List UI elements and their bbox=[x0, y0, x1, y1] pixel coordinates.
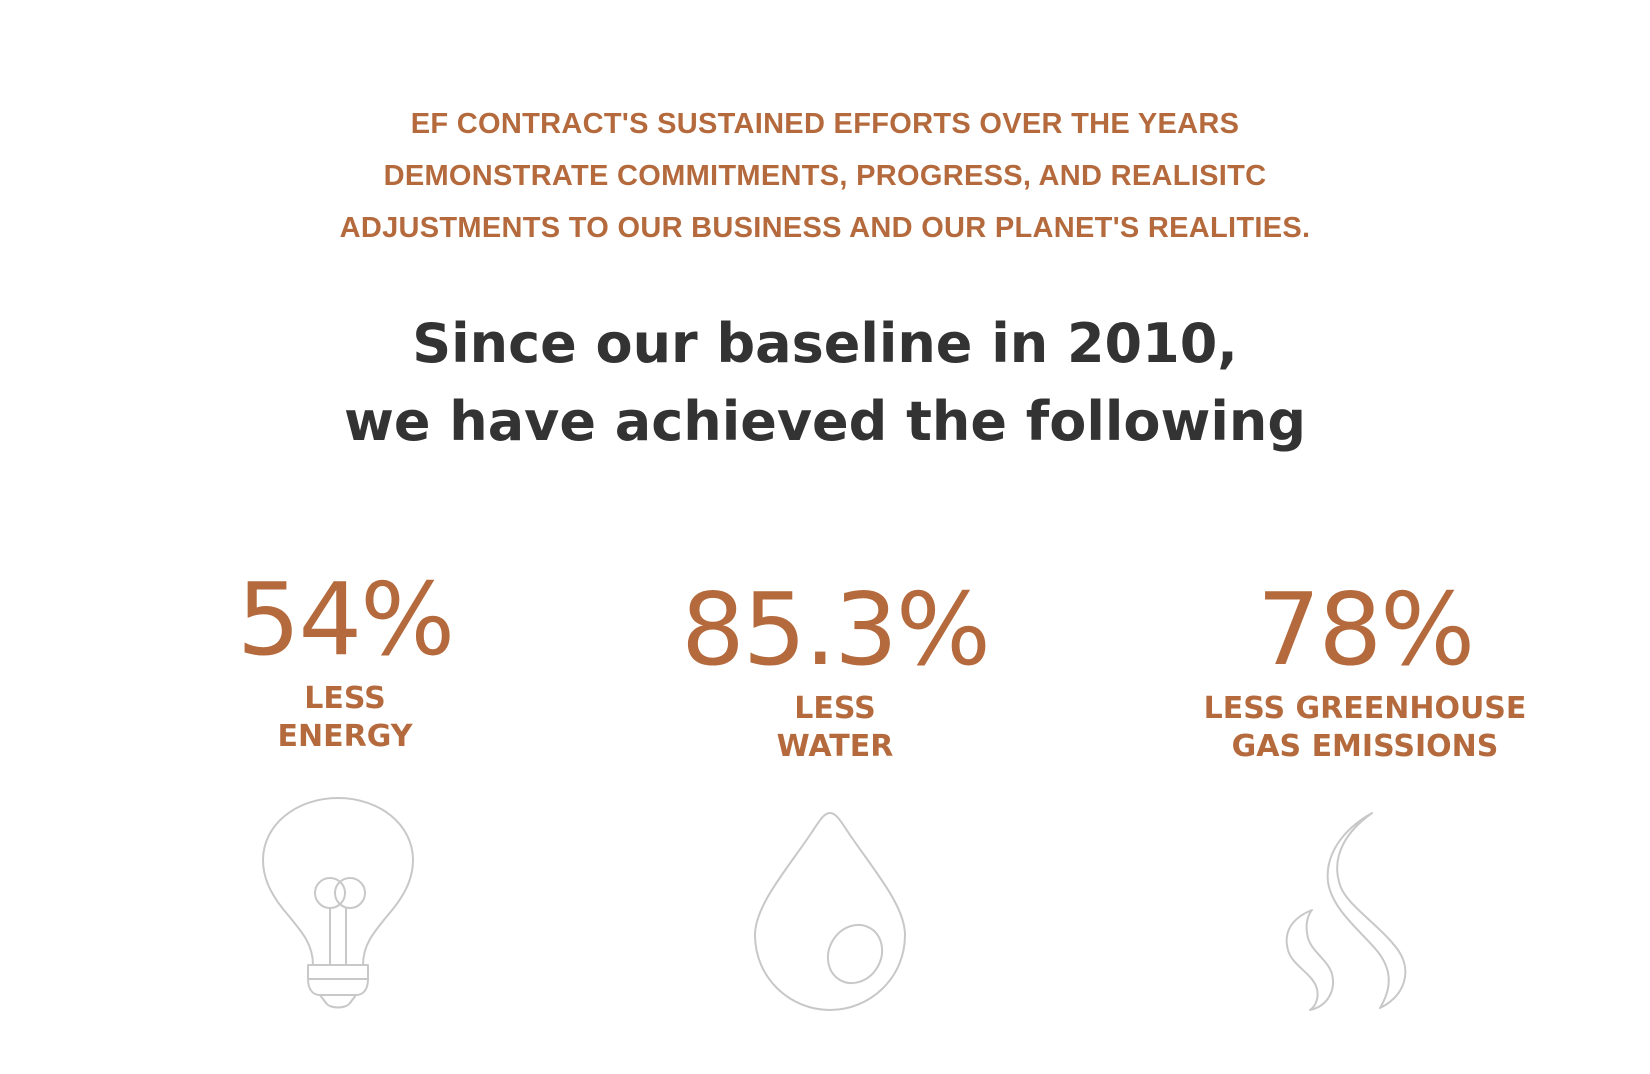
intro-statement: EF CONTRACT'S SUSTAINED EFFORTS OVER THE… bbox=[0, 98, 1650, 254]
stat-label: LESS WATER bbox=[665, 690, 1005, 766]
intro-line: ADJUSTMENTS TO OUR BUSINESS AND OUR PLAN… bbox=[339, 212, 1311, 244]
water-drop-icon bbox=[750, 810, 910, 1015]
stat-label-line: LESS GREENHOUSE bbox=[1203, 691, 1527, 726]
stat-greenhouse-gas: 78% LESS GREENHOUSE GAS EMISSIONS bbox=[1170, 580, 1560, 766]
stat-label-line: LESS bbox=[794, 691, 876, 726]
lightbulb-icon bbox=[258, 795, 418, 1025]
intro-line: EF CONTRACT'S SUSTAINED EFFORTS OVER THE… bbox=[410, 108, 1240, 140]
stat-energy: 54% LESS ENERGY bbox=[200, 570, 490, 756]
headline-line-2: we have achieved the following bbox=[343, 390, 1306, 453]
stat-label: LESS ENERGY bbox=[200, 680, 490, 756]
stat-value: 78% bbox=[1256, 571, 1475, 688]
stat-label-line: WATER bbox=[776, 729, 894, 764]
stat-value: 85.3% bbox=[681, 571, 991, 688]
stat-label-line: LESS bbox=[304, 681, 386, 716]
intro-line: DEMONSTRATE COMMITMENTS, PROGRESS, AND R… bbox=[383, 160, 1267, 192]
stat-value: 54% bbox=[236, 561, 455, 678]
stat-water: 85.3% LESS WATER bbox=[665, 580, 1005, 766]
smoke-flame-icon bbox=[1280, 810, 1430, 1015]
stat-label: LESS GREENHOUSE GAS EMISSIONS bbox=[1170, 690, 1560, 766]
headline-line-1: Since our baseline in 2010, bbox=[412, 312, 1238, 375]
stat-label-line: ENERGY bbox=[277, 719, 413, 754]
headline: Since our baseline in 2010, we have achi… bbox=[0, 305, 1650, 461]
stat-label-line: GAS EMISSIONS bbox=[1231, 729, 1499, 764]
